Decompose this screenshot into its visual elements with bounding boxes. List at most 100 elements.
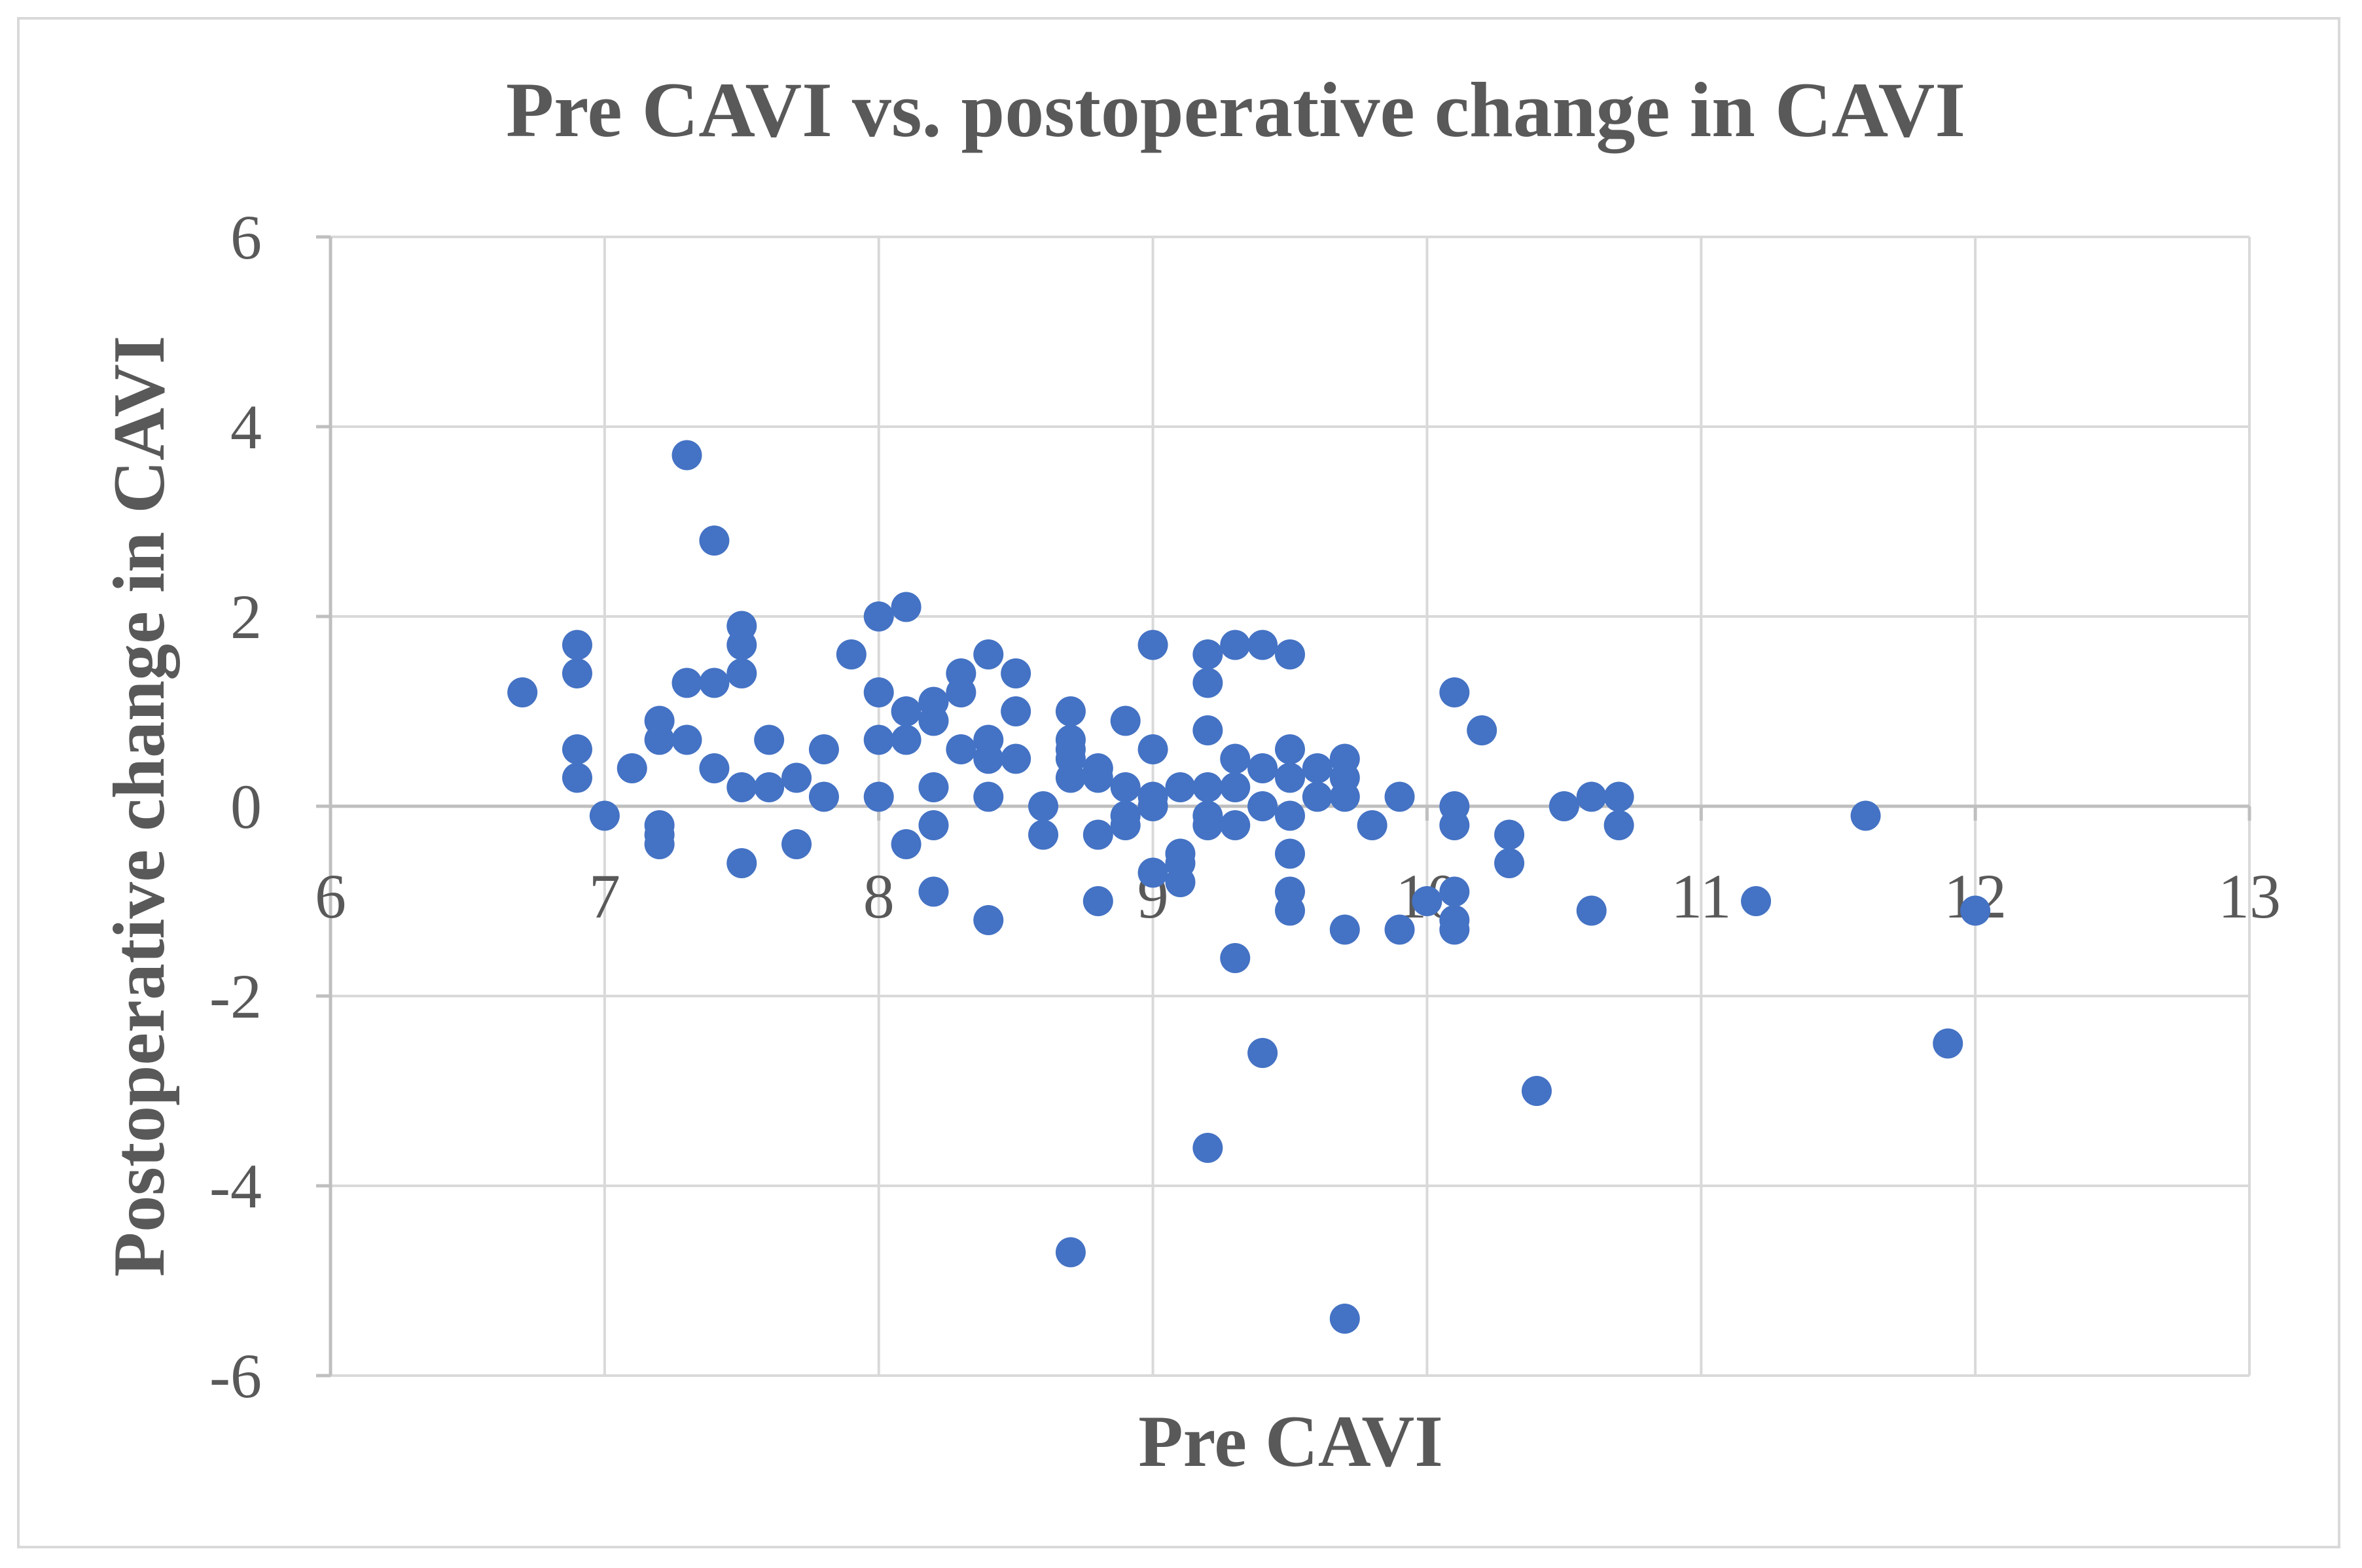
data-point: [1384, 914, 1415, 945]
y-tick-label: 4: [230, 392, 262, 462]
data-point: [1083, 762, 1113, 793]
data-point: [1741, 886, 1772, 916]
y-tick-label: -4: [209, 1151, 262, 1221]
data-point: [1960, 895, 1991, 926]
data-point: [918, 772, 949, 802]
data-point: [1548, 791, 1579, 821]
data-point: [973, 639, 1004, 669]
data-point: [1603, 810, 1634, 840]
data-point: [781, 762, 812, 793]
y-tick-label: 2: [230, 582, 262, 652]
data-point: [562, 630, 592, 660]
y-axis-title: Postoperative change in CAVI: [99, 336, 180, 1277]
data-point: [1275, 895, 1305, 926]
data-point: [671, 440, 702, 471]
data-point: [1083, 886, 1113, 916]
data-point: [1001, 743, 1031, 774]
data-point: [1028, 819, 1059, 850]
data-point: [507, 677, 538, 707]
data-point: [1850, 800, 1881, 831]
data-point: [863, 677, 894, 707]
data-point: [1275, 838, 1305, 869]
data-point: [1467, 715, 1497, 745]
data-point: [726, 630, 757, 660]
data-point: [1439, 677, 1470, 707]
data-point: [671, 668, 702, 698]
data-point: [1329, 781, 1360, 812]
x-tick-label: 7: [589, 861, 620, 931]
data-point: [1028, 791, 1059, 821]
data-point: [891, 829, 922, 859]
data-point: [589, 800, 620, 831]
data-point: [1192, 810, 1223, 840]
data-point: [562, 658, 592, 688]
data-point: [836, 639, 867, 669]
data-point: [1576, 895, 1607, 926]
data-point: [1137, 630, 1168, 660]
y-tick-label: 0: [230, 772, 262, 842]
data-point: [973, 905, 1004, 935]
data-point: [973, 743, 1004, 774]
data-point: [973, 781, 1004, 812]
data-point: [1137, 791, 1168, 821]
data-point: [891, 724, 922, 755]
data-point: [863, 724, 894, 755]
data-point: [1412, 886, 1442, 916]
data-point: [808, 734, 839, 764]
y-tick-label: 6: [230, 202, 262, 272]
data-point: [1055, 762, 1086, 793]
data-point: [562, 734, 592, 764]
data-point: [644, 829, 675, 859]
chart-title: Pre CAVI vs. postoperative change in CAV…: [506, 66, 1965, 154]
data-point: [1576, 781, 1607, 812]
data-point: [1521, 1076, 1552, 1106]
data-point: [726, 772, 757, 802]
data-point: [1275, 800, 1305, 831]
data-point: [1439, 810, 1470, 840]
data-point: [1220, 943, 1251, 973]
data-point: [699, 526, 730, 556]
data-point: [1001, 658, 1031, 688]
data-point: [863, 601, 894, 632]
data-point: [1055, 696, 1086, 726]
data-point: [671, 724, 702, 755]
data-point: [808, 781, 839, 812]
data-point: [1247, 630, 1278, 660]
data-point: [1083, 819, 1113, 850]
data-point: [1439, 876, 1470, 907]
data-point: [1329, 1304, 1360, 1334]
data-point: [1357, 810, 1387, 840]
x-tick-label: 11: [1671, 861, 1731, 931]
data-point: [1603, 781, 1634, 812]
data-point: [918, 876, 949, 907]
data-point: [1055, 1237, 1086, 1268]
data-point: [1247, 753, 1278, 783]
data-point: [1192, 772, 1223, 802]
data-point: [918, 810, 949, 840]
x-tick-label: 8: [863, 861, 895, 931]
data-point: [946, 734, 976, 764]
data-point: [726, 848, 757, 878]
data-point: [1192, 1133, 1223, 1163]
data-point: [754, 772, 785, 802]
data-point: [1220, 772, 1251, 802]
data-point: [1439, 914, 1470, 945]
data-point: [1275, 639, 1305, 669]
data-point: [644, 724, 675, 755]
data-point: [1192, 668, 1223, 698]
data-point: [1110, 772, 1141, 802]
data-point: [1329, 914, 1360, 945]
data-point: [726, 658, 757, 688]
data-point: [1220, 743, 1251, 774]
data-point: [1275, 734, 1305, 764]
data-point: [699, 668, 730, 698]
data-point: [891, 592, 922, 622]
data-point: [1494, 848, 1525, 878]
data-point: [1137, 734, 1168, 764]
x-tick-label: 6: [315, 861, 346, 931]
data-point: [1247, 1038, 1278, 1068]
data-point: [1110, 705, 1141, 736]
data-point: [1165, 772, 1196, 802]
y-tick-label: -2: [209, 961, 262, 1031]
